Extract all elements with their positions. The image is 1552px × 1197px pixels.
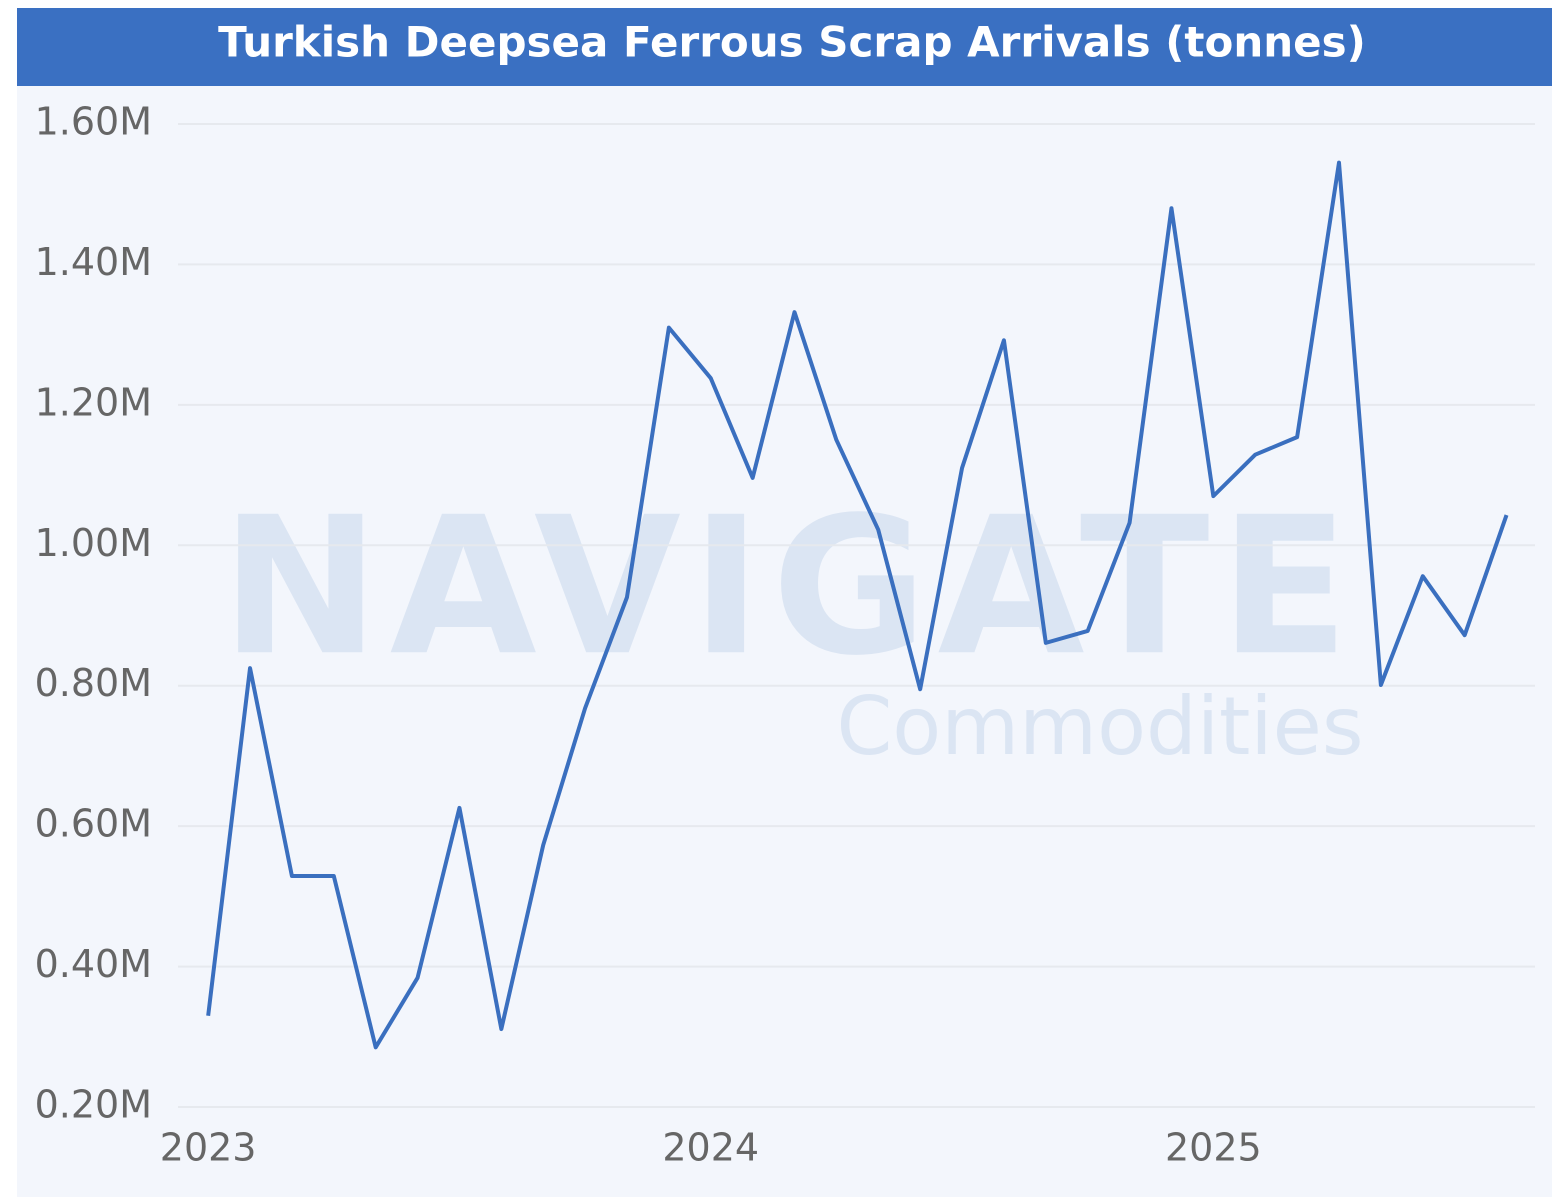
y-tick-label: 1.20M bbox=[35, 380, 152, 424]
chart-title: Turkish Deepsea Ferrous Scrap Arrivals (… bbox=[218, 18, 1366, 67]
y-tick-label: 1.00M bbox=[35, 521, 152, 565]
watermark: NAVIGATE bbox=[221, 476, 1360, 697]
watermark: Commodities bbox=[836, 680, 1363, 773]
y-tick-label: 1.60M bbox=[35, 100, 152, 144]
x-tick-label: 2025 bbox=[1165, 1126, 1262, 1170]
plot-background bbox=[17, 86, 1552, 1197]
x-tick-label: 2024 bbox=[662, 1126, 759, 1170]
x-tick-label: 2023 bbox=[160, 1126, 257, 1170]
header bbox=[17, 8, 1552, 86]
y-tick-label: 0.40M bbox=[35, 942, 152, 986]
y-tick-label: 0.80M bbox=[35, 661, 152, 705]
y-tick-label: 0.60M bbox=[35, 802, 152, 846]
y-tick-label: 1.40M bbox=[35, 240, 152, 284]
y-tick-label: 0.20M bbox=[35, 1083, 152, 1127]
line bbox=[206, 160, 1509, 1050]
